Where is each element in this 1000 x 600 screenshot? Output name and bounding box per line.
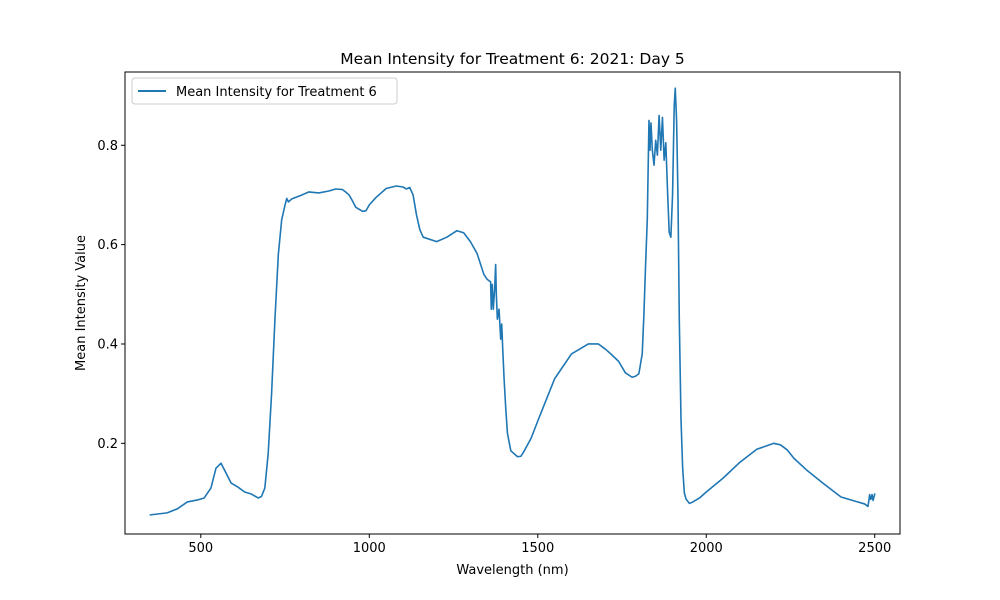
y-tick-label: 0.8	[97, 139, 118, 154]
y-tick-label: 0.4	[97, 337, 118, 352]
y-tick-label: 0.2	[97, 437, 118, 452]
y-tick-label: 0.6	[97, 238, 118, 253]
chart-title: Mean Intensity for Treatment 6: 2021: Da…	[340, 50, 685, 68]
x-tick-label: 2500	[858, 541, 891, 556]
x-axis-label: Wavelength (nm)	[456, 563, 568, 578]
y-axis-label: Mean Intensity Value	[74, 235, 89, 371]
x-tick-label: 1000	[353, 541, 386, 556]
x-tick-label: 1500	[521, 541, 554, 556]
legend: Mean Intensity for Treatment 6	[131, 77, 398, 105]
series-line	[149, 87, 876, 516]
legend-box	[131, 77, 398, 105]
x-tick-label: 500	[188, 541, 213, 556]
plot-area	[149, 87, 876, 516]
plot-frame	[124, 71, 901, 535]
x-tick-label: 2000	[690, 541, 723, 556]
legend-label: Mean Intensity for Treatment 6	[176, 85, 377, 100]
